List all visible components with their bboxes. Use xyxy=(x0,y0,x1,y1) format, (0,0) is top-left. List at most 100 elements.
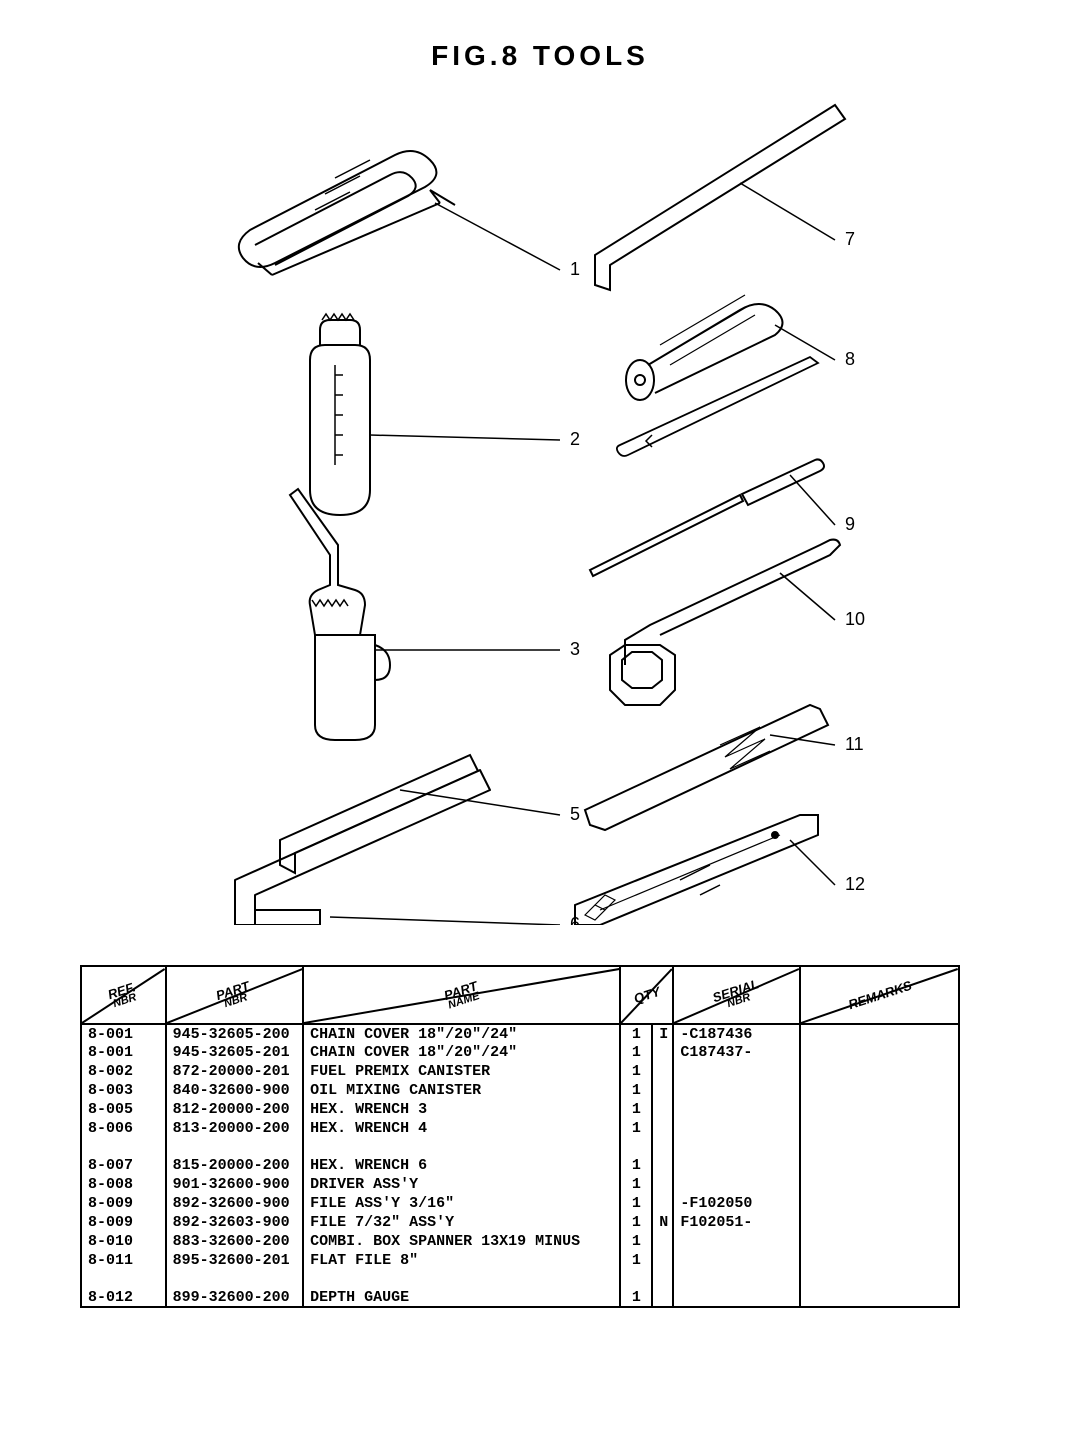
cell-remarks xyxy=(800,1024,959,1043)
cell-ref: 8-009 xyxy=(81,1213,166,1232)
table-row: 8-007815-20000-200HEX. WRENCH 61 xyxy=(81,1156,959,1175)
cell-flag xyxy=(652,1194,673,1213)
cell-ref: 8-011 xyxy=(81,1251,166,1270)
cell-flag xyxy=(652,1081,673,1100)
cell-qty: 1 xyxy=(620,1062,652,1081)
cell-ref: 8-001 xyxy=(81,1024,166,1043)
cell-ref: 8-007 xyxy=(81,1156,166,1175)
table-row: 8-012899-32600-200DEPTH GAUGE1 xyxy=(81,1288,959,1307)
cell-serial xyxy=(673,1175,800,1194)
spacer-cell xyxy=(652,1138,673,1156)
cell-pname: HEX. WRENCH 3 xyxy=(303,1100,620,1119)
part-1-chain-cover xyxy=(239,151,455,275)
spacer-cell xyxy=(303,1270,620,1288)
cell-remarks xyxy=(800,1213,959,1232)
cell-pnbr: 813-20000-200 xyxy=(166,1119,304,1138)
cell-qty: 1 xyxy=(620,1024,652,1043)
cell-pname: DRIVER ASS'Y xyxy=(303,1175,620,1194)
spacer-cell xyxy=(303,1138,620,1156)
part-9-file xyxy=(590,459,824,576)
cell-flag xyxy=(652,1288,673,1307)
cell-remarks xyxy=(800,1043,959,1062)
callout-leaders xyxy=(330,183,835,925)
table-row: 8-011895-32600-201FLAT FILE 8"1 xyxy=(81,1251,959,1270)
callout-5: 5 xyxy=(570,804,580,824)
cell-qty: 1 xyxy=(620,1119,652,1138)
cell-flag xyxy=(652,1062,673,1081)
cell-qty: 1 xyxy=(620,1156,652,1175)
cell-pname: FUEL PREMIX CANISTER xyxy=(303,1062,620,1081)
cell-remarks xyxy=(800,1175,959,1194)
cell-flag xyxy=(652,1175,673,1194)
table-row: 8-005812-20000-200HEX. WRENCH 31 xyxy=(81,1100,959,1119)
part-7-hex-wrench xyxy=(595,105,845,290)
part-5-hex-wrench xyxy=(280,755,478,873)
cell-pname: FILE ASS'Y 3/16" xyxy=(303,1194,620,1213)
cell-qty: 1 xyxy=(620,1194,652,1213)
cell-ref: 8-010 xyxy=(81,1232,166,1251)
cell-pnbr: 945-32605-200 xyxy=(166,1024,304,1043)
cell-qty: 1 xyxy=(620,1100,652,1119)
cell-serial xyxy=(673,1119,800,1138)
cell-qty: 1 xyxy=(620,1213,652,1232)
cell-pnbr: 872-20000-201 xyxy=(166,1062,304,1081)
cell-pname: CHAIN COVER 18"/20"/24" xyxy=(303,1043,620,1062)
cell-qty: 1 xyxy=(620,1175,652,1194)
part-10-box-spanner xyxy=(610,540,840,705)
cell-ref: 8-002 xyxy=(81,1062,166,1081)
cell-flag xyxy=(652,1232,673,1251)
cell-serial xyxy=(673,1062,800,1081)
cell-serial xyxy=(673,1288,800,1307)
table-row xyxy=(81,1270,959,1288)
header-remarks: REMARKS xyxy=(800,966,959,1024)
cell-serial: -C187436 xyxy=(673,1024,800,1043)
cell-remarks xyxy=(800,1081,959,1100)
callout-11: 11 xyxy=(845,734,864,754)
exploded-diagram: 1 2 3 5 6 7 8 9 10 11 12 xyxy=(180,95,900,925)
header-qty: QTY xyxy=(620,966,673,1024)
cell-pnbr: 899-32600-200 xyxy=(166,1288,304,1307)
cell-ref: 8-005 xyxy=(81,1100,166,1119)
cell-pnbr: 840-32600-900 xyxy=(166,1081,304,1100)
cell-flag xyxy=(652,1251,673,1270)
table-row: 8-002872-20000-201FUEL PREMIX CANISTER1 xyxy=(81,1062,959,1081)
part-6-hex-wrench xyxy=(235,770,490,925)
cell-qty: 1 xyxy=(620,1043,652,1062)
header-part-nbr: PARTNBR xyxy=(166,966,304,1024)
cell-remarks xyxy=(800,1119,959,1138)
cell-remarks xyxy=(800,1100,959,1119)
spacer-cell xyxy=(673,1138,800,1156)
cell-pnbr: 895-32600-201 xyxy=(166,1251,304,1270)
spacer-cell xyxy=(800,1270,959,1288)
cell-serial: F102051- xyxy=(673,1213,800,1232)
cell-ref: 8-006 xyxy=(81,1119,166,1138)
cell-serial xyxy=(673,1251,800,1270)
part-2-canister xyxy=(310,314,370,515)
callout-9: 9 xyxy=(845,514,855,534)
cell-pname: DEPTH GAUGE xyxy=(303,1288,620,1307)
cell-serial xyxy=(673,1081,800,1100)
cell-pnbr: 812-20000-200 xyxy=(166,1100,304,1119)
cell-ref: 8-008 xyxy=(81,1175,166,1194)
spacer-cell xyxy=(166,1138,304,1156)
cell-ref: 8-009 xyxy=(81,1194,166,1213)
spacer-cell xyxy=(166,1270,304,1288)
cell-ref: 8-012 xyxy=(81,1288,166,1307)
cell-serial: -F102050 xyxy=(673,1194,800,1213)
cell-ref: 8-003 xyxy=(81,1081,166,1100)
header-ref: REF.NBR xyxy=(81,966,166,1024)
spacer-cell xyxy=(620,1138,652,1156)
cell-pnbr: 901-32600-900 xyxy=(166,1175,304,1194)
table-row: 8-008901-32600-900DRIVER ASS'Y1 xyxy=(81,1175,959,1194)
parts-table: REF.NBR PARTNBR PARTNAME QTY SERIALNBR xyxy=(80,965,960,1308)
cell-pnbr: 815-20000-200 xyxy=(166,1156,304,1175)
table-header-row: REF.NBR PARTNBR PARTNAME QTY SERIALNBR xyxy=(81,966,959,1024)
part-3-oil-can xyxy=(290,489,390,740)
cell-pname: COMBI. BOX SPANNER 13X19 MINUS xyxy=(303,1232,620,1251)
cell-remarks xyxy=(800,1288,959,1307)
spacer-cell xyxy=(81,1138,166,1156)
table-row: 8-001945-32605-201CHAIN COVER 18"/20"/24… xyxy=(81,1043,959,1062)
table-row: 8-001945-32605-200CHAIN COVER 18"/20"/24… xyxy=(81,1024,959,1043)
table-row: 8-009892-32603-900FILE 7/32" ASS'Y1NF102… xyxy=(81,1213,959,1232)
table-row: 8-003840-32600-900OIL MIXING CANISTER1 xyxy=(81,1081,959,1100)
